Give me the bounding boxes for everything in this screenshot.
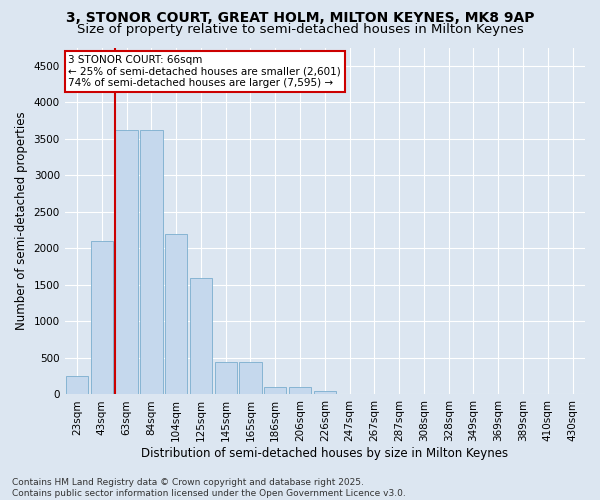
Bar [140,130,163,394]
X-axis label: Distribution of semi-detached houses by size in Milton Keynes: Distribution of semi-detached houses by … [141,447,508,460]
Text: Size of property relative to semi-detached houses in Milton Keynes: Size of property relative to semi-detach… [77,22,523,36]
Bar [239,362,262,394]
Text: 3 STONOR COURT: 66sqm
← 25% of semi-detached houses are smaller (2,601)
74% of s: 3 STONOR COURT: 66sqm ← 25% of semi-deta… [68,55,341,88]
Bar [91,241,113,394]
Bar [165,234,187,394]
Bar [66,376,88,394]
Bar [314,391,336,394]
Bar [289,387,311,394]
Bar [190,278,212,394]
Y-axis label: Number of semi-detached properties: Number of semi-detached properties [15,112,28,330]
Bar [115,130,138,394]
Text: Contains HM Land Registry data © Crown copyright and database right 2025.
Contai: Contains HM Land Registry data © Crown c… [12,478,406,498]
Bar [215,362,237,394]
Text: 3, STONOR COURT, GREAT HOLM, MILTON KEYNES, MK8 9AP: 3, STONOR COURT, GREAT HOLM, MILTON KEYN… [66,11,534,25]
Bar [264,387,286,394]
